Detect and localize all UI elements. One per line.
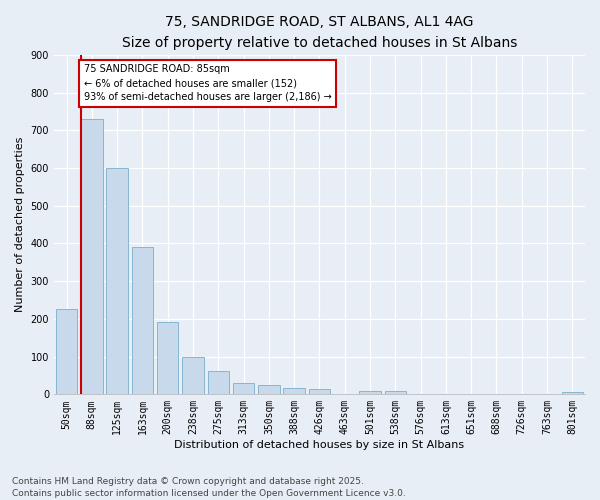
Text: 75 SANDRIDGE ROAD: 85sqm
← 6% of detached houses are smaller (152)
93% of semi-d: 75 SANDRIDGE ROAD: 85sqm ← 6% of detache… bbox=[83, 64, 331, 102]
Bar bbox=[359, 390, 381, 394]
Bar bbox=[208, 371, 229, 394]
Bar bbox=[258, 385, 280, 394]
Bar bbox=[106, 168, 128, 394]
Bar bbox=[56, 310, 77, 394]
Y-axis label: Number of detached properties: Number of detached properties bbox=[15, 137, 25, 312]
Bar bbox=[562, 392, 583, 394]
Bar bbox=[81, 119, 103, 394]
X-axis label: Distribution of detached houses by size in St Albans: Distribution of detached houses by size … bbox=[175, 440, 464, 450]
Bar bbox=[131, 248, 153, 394]
Bar bbox=[309, 388, 330, 394]
Bar bbox=[385, 390, 406, 394]
Text: Contains HM Land Registry data © Crown copyright and database right 2025.
Contai: Contains HM Land Registry data © Crown c… bbox=[12, 476, 406, 498]
Title: 75, SANDRIDGE ROAD, ST ALBANS, AL1 4AG
Size of property relative to detached hou: 75, SANDRIDGE ROAD, ST ALBANS, AL1 4AG S… bbox=[122, 15, 517, 50]
Bar bbox=[182, 356, 204, 395]
Bar bbox=[233, 383, 254, 394]
Bar bbox=[283, 388, 305, 394]
Bar bbox=[157, 322, 178, 394]
